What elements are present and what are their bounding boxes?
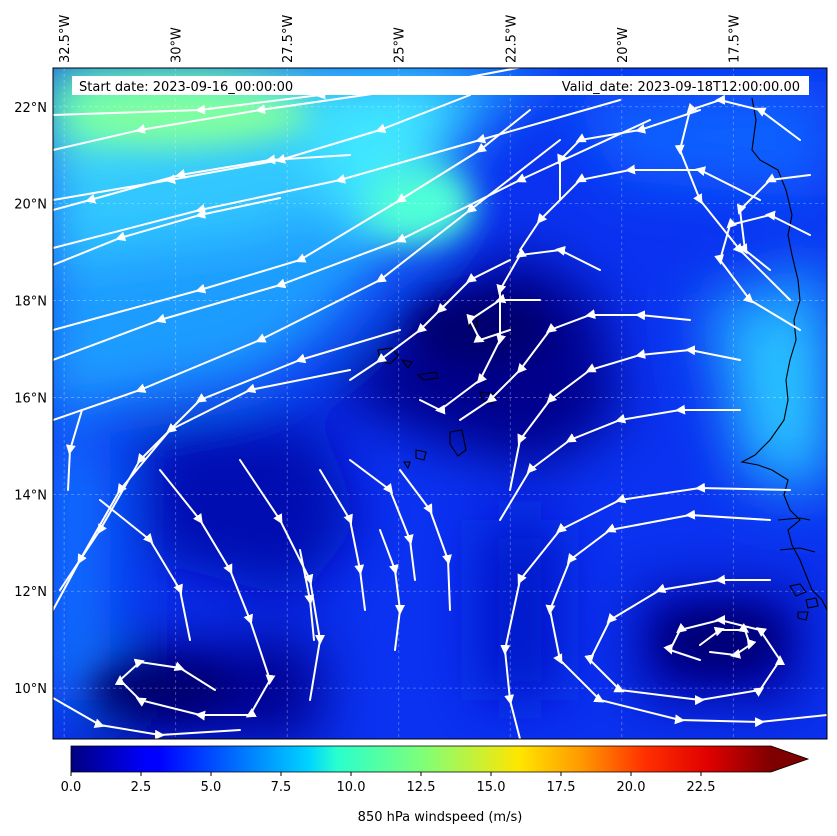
map-frame xyxy=(52,67,828,740)
longitude-tick-label: 17.5°W xyxy=(727,15,742,63)
longitude-tick-label: 27.5°W xyxy=(281,15,296,63)
colorbar-tick-label: 22.5 xyxy=(687,780,716,795)
latitude-tick-label: 16°N xyxy=(14,391,47,406)
colorbar-ticks: 0.0 2.5 5.0 7.5 10.0 12.5 15.0 17.5 20.0 22.5 xyxy=(61,772,716,795)
bijagos-islands xyxy=(789,583,819,621)
streamline xyxy=(584,574,785,706)
cape-verde-santiago xyxy=(449,429,467,457)
streamline xyxy=(349,459,416,581)
windspeed-field xyxy=(53,68,827,739)
africa-coastline xyxy=(740,97,827,611)
streamline xyxy=(65,409,83,491)
latitude-labels: 10°N 12°N 14°N 16°N 18°N 20°N 22°N xyxy=(14,101,47,697)
latitude-tick-label: 12°N xyxy=(14,585,47,600)
streamline xyxy=(699,623,757,659)
streamline xyxy=(59,329,401,591)
colorbar-gradient xyxy=(71,746,771,772)
streamline xyxy=(319,469,366,611)
colorbar-tick-label: 12.5 xyxy=(407,780,436,795)
streamline xyxy=(299,549,315,641)
streamline xyxy=(509,345,741,491)
valid-date-label: Valid_date: 2023-09-18T12:00:00.00 xyxy=(562,80,800,95)
longitude-tick-label: 32.5°W xyxy=(58,15,73,63)
wind-streamlines xyxy=(53,68,827,739)
streamline xyxy=(459,309,691,421)
colorbar-tick-label: 17.5 xyxy=(547,780,576,795)
latitude-tick-label: 10°N xyxy=(14,682,47,697)
streamline xyxy=(399,469,452,611)
latitude-tick-label: 22°N xyxy=(14,101,47,116)
streamline xyxy=(53,197,281,266)
longitude-tick-label: 30°W xyxy=(170,27,185,63)
streamline xyxy=(499,404,741,521)
streamline xyxy=(379,529,405,651)
longitude-tick-label: 20°W xyxy=(616,27,631,63)
streamline xyxy=(545,509,827,728)
latitude-tick-label: 18°N xyxy=(14,295,47,310)
cape-verde-brava xyxy=(402,461,411,470)
date-header-box xyxy=(72,76,809,95)
casamance-river xyxy=(779,547,816,553)
streamline xyxy=(53,154,351,211)
latitude-tick-label: 14°N xyxy=(14,488,47,503)
longitude-tick-label: 25°W xyxy=(393,27,408,63)
colorbar-tick-label: 20.0 xyxy=(617,780,646,795)
streamline xyxy=(500,482,791,739)
colorbar-tick-label: 15.0 xyxy=(477,780,506,795)
streamline xyxy=(714,210,811,331)
colorbar-tick-label: 10.0 xyxy=(337,780,366,795)
longitude-tick-label: 22.5°W xyxy=(504,15,519,63)
cape-verde-fogo xyxy=(415,449,427,461)
colorbar-tick-label: 0.0 xyxy=(61,780,82,795)
colorbar-tick-label: 2.5 xyxy=(131,780,152,795)
colorbar-tick-label: 5.0 xyxy=(201,780,222,795)
streamline xyxy=(53,697,241,739)
latitude-tick-label: 20°N xyxy=(14,198,47,213)
streamline xyxy=(99,499,191,641)
colorbar-title: 850 hPa windspeed (m/s) xyxy=(358,810,523,825)
colorbar-tick-label: 7.5 xyxy=(271,780,292,795)
streamline xyxy=(114,469,276,721)
colorbar-extend-arrow xyxy=(771,746,808,772)
gambia-river xyxy=(777,517,811,521)
colorbar: 0.0 2.5 5.0 7.5 10.0 12.5 15.0 17.5 20.0 22.5 850… xyxy=(61,745,810,825)
streamline xyxy=(239,459,325,701)
longitude-labels: 32.5°W 30°W 27.5°W 25°W 22.5°W 20°W 17.5°W xyxy=(58,15,742,63)
start-date-label: Start date: 2023-09-16_00:00:00 xyxy=(79,80,293,95)
